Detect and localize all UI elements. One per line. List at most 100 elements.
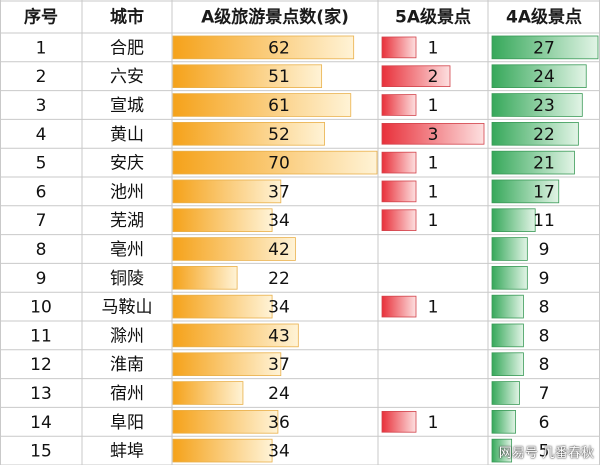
city-name: 宣城 bbox=[110, 96, 144, 116]
row-number: 4 bbox=[36, 125, 47, 145]
city-name: 池州 bbox=[110, 182, 144, 202]
city-name: 六安 bbox=[110, 67, 144, 87]
row-number: 5 bbox=[36, 154, 47, 174]
4a-level-bar bbox=[491, 323, 524, 348]
city-name: 黄山 bbox=[110, 125, 144, 145]
row-number: 13 bbox=[30, 384, 52, 404]
4a-level-value: 8 bbox=[539, 298, 550, 318]
4a-level-value: 8 bbox=[539, 326, 550, 346]
column-header: 5A级景点 bbox=[395, 7, 471, 28]
a-level-value: 51 bbox=[268, 67, 290, 87]
4a-level-bar bbox=[491, 409, 516, 434]
4a-level-bar bbox=[491, 64, 587, 89]
a-level-bar bbox=[172, 208, 273, 233]
4a-level-value: 8 bbox=[539, 355, 550, 375]
4a-level-value: 17 bbox=[533, 182, 555, 202]
5a-level-value: 1 bbox=[428, 211, 439, 231]
4a-level-value: 22 bbox=[533, 125, 555, 145]
4a-level-bar bbox=[491, 381, 520, 405]
a-level-value: 52 bbox=[268, 125, 290, 145]
city-name: 合肥 bbox=[110, 38, 144, 58]
city-name: 阜阳 bbox=[110, 413, 144, 433]
4a-level-value: 9 bbox=[539, 240, 550, 260]
a-level-value: 34 bbox=[268, 442, 290, 462]
row-number: 2 bbox=[36, 67, 47, 87]
4a-level-bar bbox=[491, 150, 575, 175]
4a-level-value: 11 bbox=[533, 211, 555, 231]
a-level-value: 34 bbox=[268, 298, 290, 318]
4a-level-bar bbox=[491, 208, 536, 233]
5a-level-value: 1 bbox=[428, 38, 439, 58]
column-header: 4A级景点 bbox=[506, 7, 582, 28]
a-level-value: 43 bbox=[268, 326, 290, 346]
row-number: 12 bbox=[30, 355, 52, 375]
city-name: 芜湖 bbox=[110, 211, 144, 231]
a-level-value: 61 bbox=[268, 96, 290, 116]
a-level-value: 70 bbox=[268, 154, 290, 174]
table-header: 序号 城市 A级旅游景点数(家) 5A级景点 4A级景点 bbox=[24, 7, 582, 28]
a-level-value: 37 bbox=[268, 355, 290, 375]
row-number: 10 bbox=[30, 298, 52, 318]
4a-level-value: 7 bbox=[539, 384, 550, 404]
5a-level-bar bbox=[381, 410, 417, 433]
row-number: 15 bbox=[30, 442, 52, 462]
4a-level-bar bbox=[491, 35, 599, 60]
a-level-value: 37 bbox=[268, 182, 290, 202]
column-header: 序号 bbox=[24, 7, 58, 28]
4a-level-value: 9 bbox=[539, 269, 550, 289]
city-name: 淮南 bbox=[110, 355, 144, 375]
row-number: 9 bbox=[36, 269, 47, 289]
a-level-bar bbox=[172, 64, 323, 89]
city-name: 马鞍山 bbox=[102, 298, 153, 318]
row-number: 6 bbox=[36, 182, 47, 202]
city-name: 铜陵 bbox=[110, 269, 144, 289]
a-level-bar bbox=[172, 294, 273, 319]
5a-level-bar bbox=[381, 180, 417, 203]
4a-level-bar bbox=[491, 179, 560, 204]
5a-level-bar bbox=[381, 209, 417, 232]
4a-level-bar bbox=[491, 438, 513, 463]
a-level-bar bbox=[172, 409, 279, 434]
5a-level-bar bbox=[381, 151, 417, 174]
5a-level-bar bbox=[381, 65, 451, 88]
a-level-value: 34 bbox=[268, 211, 290, 231]
a-level-bar bbox=[172, 93, 352, 117]
city-name: 滁州 bbox=[110, 326, 144, 346]
4a-level-bar bbox=[491, 122, 579, 146]
city-name: 宿州 bbox=[110, 384, 144, 404]
5a-level-bar bbox=[381, 295, 417, 318]
a-level-bar bbox=[172, 438, 273, 463]
row-number: 14 bbox=[30, 413, 52, 433]
4a-level-value: 24 bbox=[533, 67, 555, 87]
5a-level-value: 1 bbox=[428, 96, 439, 116]
a-level-value: 24 bbox=[268, 384, 290, 404]
5a-level-value: 1 bbox=[428, 154, 439, 174]
4a-level-value: 5 bbox=[539, 442, 550, 462]
a-level-bar bbox=[172, 150, 378, 175]
a-level-value: 22 bbox=[268, 269, 290, 289]
5a-level-value: 1 bbox=[428, 182, 439, 202]
row-number: 1 bbox=[36, 38, 47, 58]
a-level-bar bbox=[172, 352, 282, 376]
4a-level-value: 6 bbox=[539, 413, 550, 433]
a-level-value: 62 bbox=[268, 38, 290, 58]
5a-level-bar bbox=[381, 123, 485, 145]
a-level-bar bbox=[172, 265, 238, 290]
4a-level-value: 27 bbox=[533, 38, 555, 58]
a-level-bar bbox=[172, 179, 282, 204]
column-header: A级旅游景点数(家) bbox=[201, 7, 349, 28]
watermark: 网易号 几番春秋 bbox=[498, 446, 594, 461]
table-body-text: 1 合肥 62 1 272 六安 51 2 243 宣城 61 1 234 黄山 52 3 225 安庆 70 1 21… bbox=[30, 38, 555, 461]
column-header: 城市 bbox=[110, 7, 144, 28]
5a-level-bar bbox=[381, 36, 417, 59]
4a-level-bar bbox=[491, 294, 524, 319]
5a-level-value: 3 bbox=[428, 125, 439, 145]
row-number: 3 bbox=[36, 96, 47, 116]
row-number: 7 bbox=[36, 211, 47, 231]
a-level-bar bbox=[172, 122, 325, 146]
a-level-value: 42 bbox=[268, 240, 290, 260]
city-name: 亳州 bbox=[110, 240, 144, 260]
4a-level-bar bbox=[491, 93, 583, 117]
city-name: 安庆 bbox=[110, 154, 144, 174]
4a-level-value: 21 bbox=[533, 154, 555, 174]
